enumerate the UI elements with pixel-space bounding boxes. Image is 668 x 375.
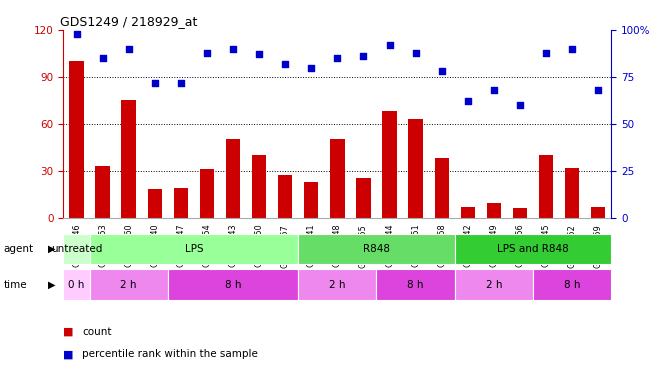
Text: agent: agent [3,244,33,254]
Bar [226,140,240,218]
Point [410,50,421,55]
Point [71,31,82,37]
Text: 2 h: 2 h [486,280,502,290]
Point [124,46,134,52]
Bar [513,208,527,218]
Bar [90,269,168,300]
Point [384,42,395,48]
Bar [356,178,371,218]
Bar [90,234,298,264]
Bar [96,166,110,218]
Bar [487,203,501,217]
Bar [200,169,214,217]
Text: time: time [3,280,27,290]
Bar [298,234,455,264]
Point [254,51,265,57]
Bar [377,269,455,300]
Text: LPS and R848: LPS and R848 [497,244,569,254]
Point [306,64,317,70]
Bar [408,119,423,218]
Bar [591,207,605,218]
Point [436,68,447,74]
Point [514,102,525,108]
Text: ■: ■ [63,327,74,337]
Text: ▶: ▶ [48,244,55,254]
Text: 8 h: 8 h [224,280,241,290]
Bar [69,61,84,217]
Point [150,80,160,86]
Bar [148,189,162,217]
Text: 0 h: 0 h [68,280,85,290]
Point [488,87,499,93]
Bar [63,234,90,264]
Point [462,98,473,104]
Text: 2 h: 2 h [329,280,345,290]
Bar [455,269,533,300]
Point [176,80,186,86]
Point [280,61,291,67]
Bar [539,155,553,218]
Text: untreated: untreated [51,244,102,254]
Text: GDS1249 / 218929_at: GDS1249 / 218929_at [60,15,198,28]
Bar [278,176,293,217]
Bar [382,111,397,218]
Text: count: count [82,327,112,337]
Text: 8 h: 8 h [564,280,580,290]
Text: 8 h: 8 h [407,280,424,290]
Text: ▶: ▶ [48,280,55,290]
Bar [565,168,579,217]
Bar [461,207,475,218]
Bar [252,155,267,218]
Text: 2 h: 2 h [120,280,137,290]
Bar [455,234,611,264]
Text: ■: ■ [63,350,74,359]
Point [98,55,108,61]
Bar [63,269,90,300]
Text: LPS: LPS [184,244,203,254]
Text: R848: R848 [363,244,390,254]
Point [202,50,212,55]
Bar [122,100,136,218]
Bar [304,182,319,218]
Text: percentile rank within the sample: percentile rank within the sample [82,350,258,359]
Point [593,87,603,93]
Bar [174,188,188,218]
Point [358,53,369,59]
Point [228,46,238,52]
Bar [168,269,298,300]
Bar [330,140,345,218]
Bar [533,269,611,300]
Point [566,46,577,52]
Bar [298,269,377,300]
Bar [434,158,449,218]
Point [540,50,551,55]
Point [332,55,343,61]
